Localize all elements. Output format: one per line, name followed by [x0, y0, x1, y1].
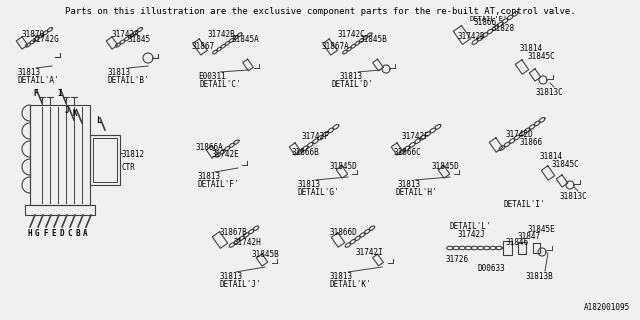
Text: DETAIL'A': DETAIL'A' — [18, 76, 60, 85]
Text: I: I — [57, 89, 61, 98]
Text: Parts on this illustration are the exclusive component parts for the re-built AT: Parts on this illustration are the exclu… — [65, 7, 575, 16]
Text: 31742A: 31742A — [112, 30, 140, 39]
Text: 31726: 31726 — [445, 255, 468, 264]
Bar — [90, 135, 120, 185]
Text: 31866B: 31866B — [292, 148, 320, 157]
Text: DETAIL'C': DETAIL'C' — [200, 80, 242, 89]
Text: 31742I: 31742I — [356, 248, 384, 257]
Text: 31812: 31812 — [122, 150, 145, 159]
Text: F: F — [33, 89, 38, 98]
Text: 31845A: 31845A — [232, 35, 260, 44]
Text: 31813: 31813 — [330, 272, 353, 281]
Text: D: D — [59, 229, 63, 238]
Text: 31742D: 31742D — [506, 130, 534, 139]
Bar — [25, 205, 95, 215]
Text: 31742F: 31742F — [302, 132, 330, 141]
Text: 31742F: 31742F — [402, 132, 429, 141]
Text: 31813: 31813 — [198, 172, 221, 181]
Text: 31813: 31813 — [398, 180, 421, 189]
Text: 31866C: 31866C — [393, 148, 420, 157]
Text: L: L — [96, 116, 100, 125]
Text: K: K — [73, 109, 77, 118]
Text: 31866: 31866 — [520, 138, 543, 147]
Text: C: C — [67, 229, 72, 238]
Text: 31742H: 31742H — [234, 238, 262, 247]
Text: DETAIL'G': DETAIL'G' — [298, 188, 340, 197]
Text: DETAIL'K': DETAIL'K' — [330, 280, 372, 289]
Bar — [93, 138, 117, 182]
Text: 31866D: 31866D — [330, 228, 358, 237]
Text: 31845D: 31845D — [432, 162, 460, 171]
Text: 31813: 31813 — [108, 68, 131, 77]
Text: G: G — [35, 229, 40, 238]
Text: J: J — [65, 106, 70, 115]
Text: 31813: 31813 — [18, 68, 41, 77]
Text: A182001095: A182001095 — [584, 303, 630, 312]
Text: A: A — [83, 229, 88, 238]
Text: 31813C: 31813C — [560, 192, 588, 201]
Text: DETAIL'F': DETAIL'F' — [198, 180, 239, 189]
Text: 31742G: 31742G — [32, 35, 60, 44]
Text: 31813: 31813 — [220, 272, 243, 281]
Text: DETAIL'H': DETAIL'H' — [396, 188, 438, 197]
Text: DETAIL'E': DETAIL'E' — [470, 16, 508, 22]
Text: 31867A: 31867A — [322, 42, 349, 51]
Text: 31742J: 31742J — [458, 230, 486, 239]
Text: 31742C: 31742C — [338, 30, 365, 39]
Text: 31845B: 31845B — [252, 250, 280, 259]
Text: 31742D: 31742D — [458, 32, 486, 41]
Text: 31845E: 31845E — [527, 225, 555, 234]
Text: DETAIL'B': DETAIL'B' — [108, 76, 150, 85]
Text: 31845: 31845 — [128, 35, 151, 44]
Text: 31742E: 31742E — [212, 150, 240, 159]
Text: 31828: 31828 — [492, 24, 515, 33]
Text: E: E — [51, 229, 56, 238]
Text: B: B — [75, 229, 79, 238]
Text: F: F — [43, 229, 47, 238]
Text: 31866A: 31866A — [196, 143, 224, 152]
Text: 31742B: 31742B — [208, 30, 236, 39]
Text: 31813C: 31813C — [536, 88, 564, 97]
Text: D00633: D00633 — [478, 264, 506, 273]
Text: DETAIL'D': DETAIL'D' — [332, 80, 374, 89]
Text: DETAIL'J': DETAIL'J' — [220, 280, 262, 289]
Text: 31847: 31847 — [517, 232, 540, 241]
Text: CTR: CTR — [122, 163, 136, 172]
Text: 31813B: 31813B — [525, 272, 553, 281]
Text: 31845C: 31845C — [551, 160, 579, 169]
Text: 31870: 31870 — [22, 30, 45, 39]
Text: 31845B: 31845B — [360, 35, 388, 44]
Text: 31866: 31866 — [474, 18, 497, 27]
Text: DETAIL'I': DETAIL'I' — [504, 200, 546, 209]
Text: E00311: E00311 — [198, 72, 226, 81]
Text: 31813: 31813 — [340, 72, 363, 81]
Text: 31813: 31813 — [298, 180, 321, 189]
Text: 31845D: 31845D — [330, 162, 358, 171]
Text: 31814: 31814 — [540, 152, 563, 161]
Bar — [30, 105, 90, 205]
Text: H: H — [27, 229, 31, 238]
Text: 31867: 31867 — [192, 42, 215, 51]
Text: 31814: 31814 — [520, 44, 543, 53]
Text: DETAIL'L': DETAIL'L' — [450, 222, 492, 231]
Text: 31845C: 31845C — [528, 52, 556, 61]
Text: 31867B: 31867B — [220, 228, 248, 237]
Text: 31846: 31846 — [505, 238, 528, 247]
